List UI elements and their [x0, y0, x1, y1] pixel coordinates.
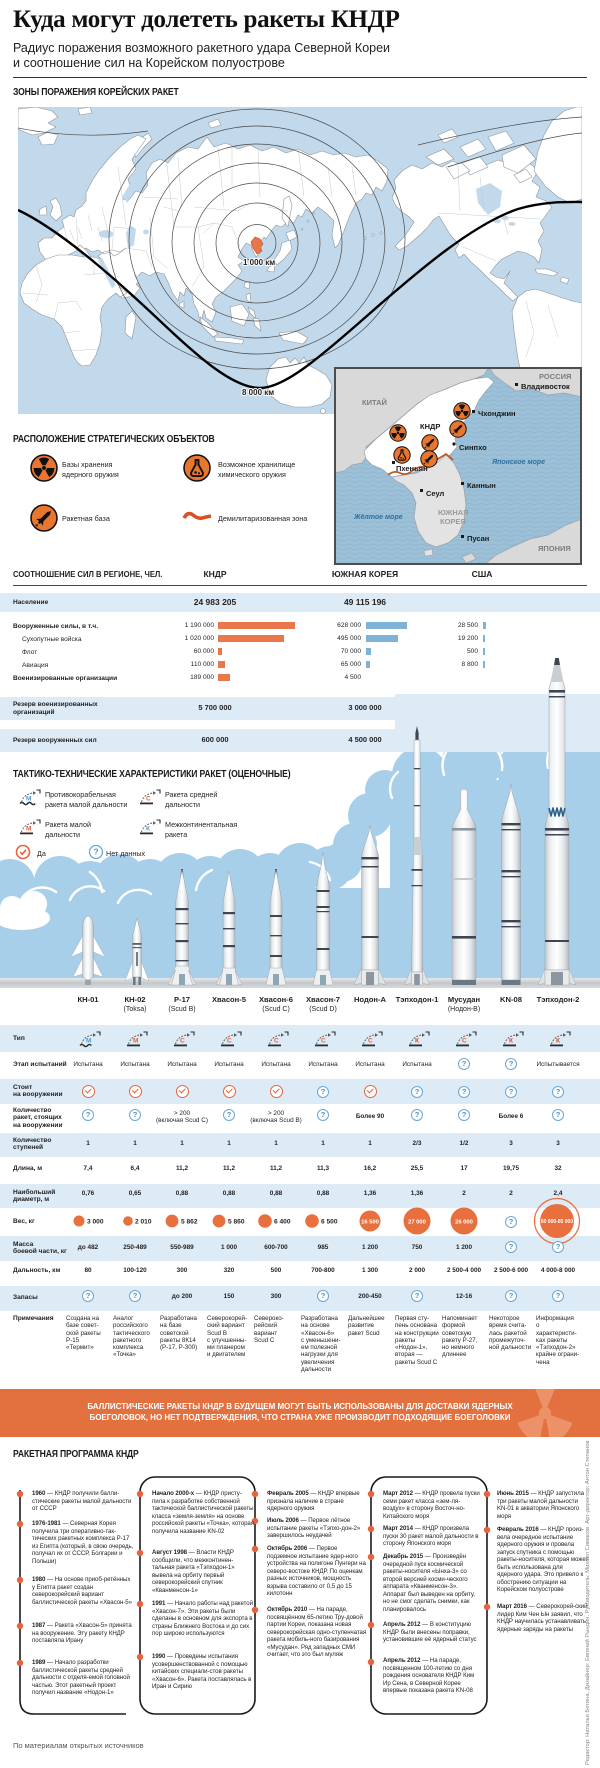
svg-text:М: М	[26, 796, 31, 803]
svg-text:5 860: 5 860	[228, 1219, 245, 1226]
svg-text:С: С	[368, 1038, 373, 1045]
svg-text:С: С	[274, 1038, 279, 1045]
svg-text:Владивосток: Владивосток	[521, 382, 570, 391]
svg-text:1 000 км: 1 000 км	[243, 258, 275, 267]
svg-text:2 010: 2 010	[135, 1219, 152, 1226]
svg-text:Пхеньян: Пхеньян	[396, 464, 428, 473]
svg-text:Японское море: Японское море	[491, 459, 545, 466]
svg-text:М: М	[86, 1038, 91, 1045]
svg-text:КНДР: КНДР	[420, 422, 440, 431]
svg-text:8 000 км: 8 000 км	[242, 388, 274, 397]
svg-text:С: С	[227, 1038, 232, 1045]
svg-text:60 000-85 000: 60 000-85 000	[541, 1219, 573, 1225]
svg-text:К: К	[509, 1038, 513, 1045]
svg-text:КИТАЙ: КИТАЙ	[362, 398, 387, 407]
svg-text:5 862: 5 862	[181, 1219, 198, 1226]
svg-text:С: С	[321, 1038, 326, 1045]
svg-text:М: М	[133, 1038, 138, 1045]
svg-text:Чхонджин: Чхонджин	[478, 409, 516, 418]
svg-text:6 400: 6 400	[274, 1219, 291, 1226]
svg-text:ЮЖНАЯ: ЮЖНАЯ	[438, 508, 469, 517]
svg-text:Синпхо: Синпхо	[459, 443, 487, 452]
svg-text:Сеул: Сеул	[426, 489, 445, 498]
svg-text:С: С	[146, 796, 151, 803]
svg-text:К: К	[146, 826, 150, 833]
svg-text:М: М	[26, 826, 31, 833]
svg-text:?: ?	[94, 848, 99, 857]
svg-text:27 000: 27 000	[408, 1219, 426, 1225]
svg-text:16 500: 16 500	[361, 1219, 379, 1225]
svg-text:Каннын: Каннын	[467, 481, 496, 490]
svg-text:ЯПОНИЯ: ЯПОНИЯ	[538, 544, 571, 553]
svg-text:Жёлтое море: Жёлтое море	[353, 514, 403, 521]
svg-text:С: С	[462, 1038, 467, 1045]
svg-text:Пусан: Пусан	[467, 534, 489, 543]
svg-text:3 000: 3 000	[87, 1219, 104, 1226]
svg-text:К: К	[556, 1038, 560, 1045]
svg-text:6 500: 6 500	[321, 1219, 338, 1226]
svg-text:К: К	[415, 1038, 419, 1045]
svg-text:КОРЕЯ: КОРЕЯ	[440, 517, 466, 526]
svg-text:РОССИЯ: РОССИЯ	[539, 372, 571, 381]
svg-text:С: С	[180, 1038, 185, 1045]
svg-text:26 000: 26 000	[455, 1219, 473, 1225]
